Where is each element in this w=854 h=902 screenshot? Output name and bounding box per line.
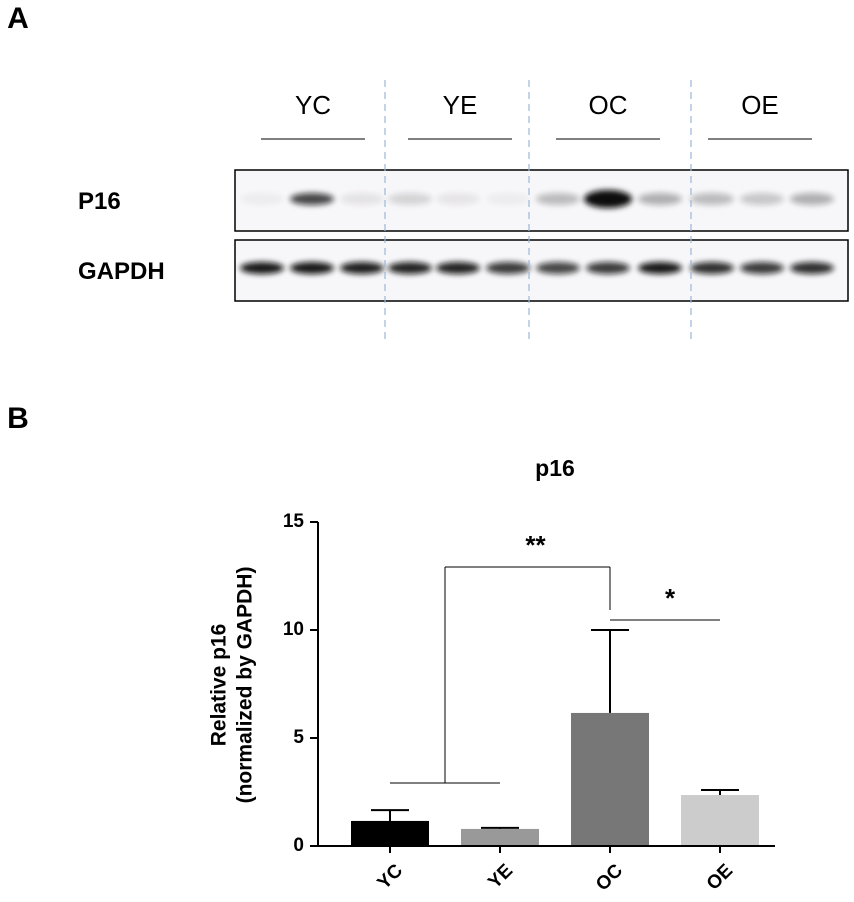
band [388, 193, 432, 205]
band [486, 193, 530, 205]
bar [461, 828, 539, 846]
band [586, 262, 630, 274]
band [584, 190, 632, 208]
bar-chart: p16 Relative p16 (normalized by GAPDH) 0 5 10… [208, 455, 775, 895]
band [790, 193, 834, 205]
panel-label: B [7, 402, 29, 435]
row-label: P16 [78, 188, 121, 215]
panel-label: A [7, 2, 29, 35]
x-tick-label: YC [374, 860, 408, 894]
band [436, 262, 480, 274]
y-tick-label: 15 [283, 511, 305, 532]
band [790, 262, 834, 274]
bar [681, 795, 759, 846]
y-axis-label: (normalized by GAPDH) [234, 567, 257, 804]
band [340, 193, 384, 205]
bar [571, 712, 649, 846]
band [690, 193, 734, 205]
band [290, 193, 334, 205]
significance-label: ** [525, 530, 546, 560]
band [436, 193, 480, 205]
band [740, 193, 784, 205]
group-label: YE [443, 90, 478, 120]
x-tick-label: YE [484, 860, 517, 893]
bar [351, 820, 429, 846]
x-tick-label: OE [703, 860, 737, 894]
band [486, 262, 530, 274]
significance-label: * [665, 583, 676, 613]
band [638, 193, 682, 205]
band [388, 262, 432, 274]
x-tick-label: OC [592, 860, 627, 895]
y-tick-label: 5 [293, 727, 304, 748]
group-label: OC [589, 90, 628, 120]
chart-title: p16 [535, 455, 575, 481]
band [290, 262, 334, 274]
y-tick-label: 0 [293, 835, 304, 856]
band [340, 262, 384, 274]
band [240, 262, 284, 274]
band [240, 193, 284, 205]
y-axis-label: Relative p16 [208, 624, 231, 747]
band [690, 262, 734, 274]
band [638, 262, 682, 274]
band [740, 262, 784, 274]
row-label: GAPDH [78, 258, 165, 285]
band [536, 262, 580, 274]
group-label: YC [295, 90, 331, 120]
group-label: OE [741, 90, 779, 120]
y-tick-label: 10 [283, 619, 304, 640]
band [536, 193, 580, 205]
western-blot: YC YE OC OE P16 GAPDH [78, 80, 849, 340]
